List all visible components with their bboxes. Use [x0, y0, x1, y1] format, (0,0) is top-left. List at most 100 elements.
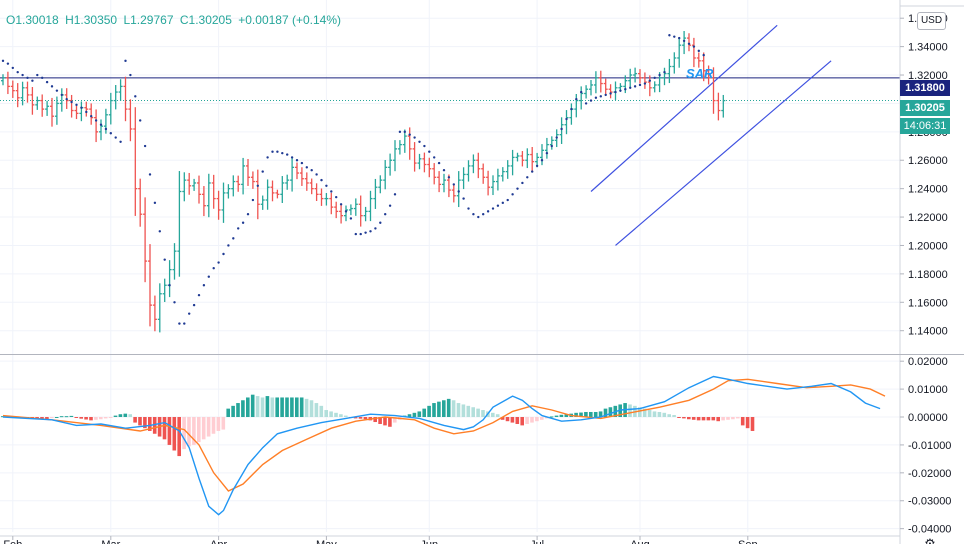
sar-dot: [658, 73, 661, 77]
histogram-bar: [1, 416, 5, 418]
histogram-bar: [40, 417, 44, 420]
sar-dot: [168, 284, 171, 287]
sar-dot: [251, 198, 255, 202]
macd-tick-label: -0.04000: [908, 524, 951, 536]
histogram-bar: [231, 405, 235, 418]
ohlc-bar: [348, 204, 353, 216]
macd-tick-label: 0.00000: [908, 412, 948, 424]
ohlc-bar: [270, 180, 275, 202]
histogram-bar: [324, 410, 328, 418]
sar-dot: [232, 237, 235, 240]
ohlc-bar: [211, 174, 216, 209]
gear-icon[interactable]: ⚙: [924, 536, 936, 544]
histogram-bar: [706, 417, 711, 421]
histogram-bar: [388, 417, 392, 427]
ohlc-bar: [471, 154, 476, 174]
sar-dot: [339, 203, 343, 206]
sar-dot: [516, 187, 519, 190]
ohlc-bar: [69, 94, 74, 118]
time-tick-label: Jun: [420, 539, 438, 544]
sar-dot: [575, 97, 578, 101]
sar-dot: [246, 213, 250, 216]
ohlc-bar: [358, 195, 363, 227]
sar-dot: [41, 76, 44, 80]
ohlc-bar: [701, 52, 706, 82]
ohlc-bar: [642, 72, 647, 89]
time-tick-label: Sep: [738, 539, 758, 544]
histogram-bar: [69, 415, 74, 418]
histogram-bar: [290, 397, 294, 418]
sar-dot: [286, 153, 289, 156]
sar-dot: [423, 144, 426, 148]
ohlc-bar: [638, 69, 642, 84]
ohlc-bar: [339, 205, 344, 224]
ohlc-bar: [584, 85, 589, 99]
sar-dot: [584, 102, 588, 105]
channel-lower-line[interactable]: [615, 60, 832, 246]
sar-dot: [207, 275, 210, 278]
histogram-bar: [549, 416, 554, 418]
sar-dot: [648, 79, 651, 82]
histogram-bar: [515, 417, 520, 424]
ohlc-bar: [45, 100, 50, 116]
sar-dot: [60, 93, 63, 97]
ohlc-bar: [491, 175, 495, 196]
sar-dot: [139, 119, 142, 122]
histogram-bar: [221, 417, 226, 430]
sar-dot: [393, 193, 397, 196]
ohlc-bar: [530, 147, 535, 172]
sar-dot: [148, 173, 152, 176]
macd-tick-label: 0.01000: [908, 384, 948, 396]
histogram-bar: [50, 417, 54, 419]
sar-dot: [320, 178, 323, 182]
channel-upper-line[interactable]: [590, 24, 778, 192]
sar-dot: [16, 70, 19, 74]
sar-dot: [335, 195, 338, 199]
histogram-bar: [99, 417, 103, 420]
histogram-bar: [559, 414, 564, 418]
time-tick-label: Feb: [3, 539, 22, 544]
ohlc-bar: [290, 158, 295, 192]
price-tick-label: 1.34000: [908, 42, 948, 54]
ohlc-bar: [652, 81, 657, 93]
price-bars: [1, 30, 726, 333]
sar-dot: [629, 86, 632, 90]
ohlc-bar: [608, 84, 613, 99]
currency-badge[interactable]: USD: [917, 12, 946, 30]
histogram-bar: [466, 405, 471, 418]
histogram-bar: [329, 411, 333, 418]
ohlc-bar: [15, 83, 20, 108]
ohlc-bar: [162, 278, 167, 303]
histogram-bar: [143, 417, 147, 429]
sar-dot: [261, 170, 264, 173]
sar-dot: [682, 39, 686, 43]
ohlc-bar: [74, 105, 79, 120]
ohlc-bar: [662, 67, 667, 86]
sar-dot: [276, 150, 279, 153]
sar-dot: [6, 62, 10, 65]
ohlc-bar: [691, 37, 696, 68]
ohlc-bar: [510, 149, 515, 176]
ohlc-bar: [10, 80, 15, 98]
ohlc-bar: [647, 75, 652, 97]
histogram-bar: [285, 397, 289, 418]
sar-annotation: SAR: [686, 66, 714, 81]
histogram-bar: [417, 411, 422, 418]
sar-dot: [197, 293, 201, 297]
sar-dot: [143, 144, 147, 148]
histogram-bar: [89, 417, 93, 421]
histogram-bar: [206, 417, 211, 437]
histogram-bar: [344, 415, 348, 418]
ohlc-bar: [397, 140, 402, 155]
histogram-bar: [334, 412, 338, 418]
histogram-bar: [64, 416, 69, 418]
sar-dot: [472, 213, 475, 216]
histogram-bar: [250, 394, 255, 418]
trend-channel[interactable]: [590, 24, 832, 246]
sar-dot: [178, 322, 181, 325]
histogram-bar: [427, 405, 431, 418]
histogram-bar: [407, 414, 412, 418]
sar-dot: [599, 95, 602, 98]
histogram-bar: [118, 414, 123, 418]
